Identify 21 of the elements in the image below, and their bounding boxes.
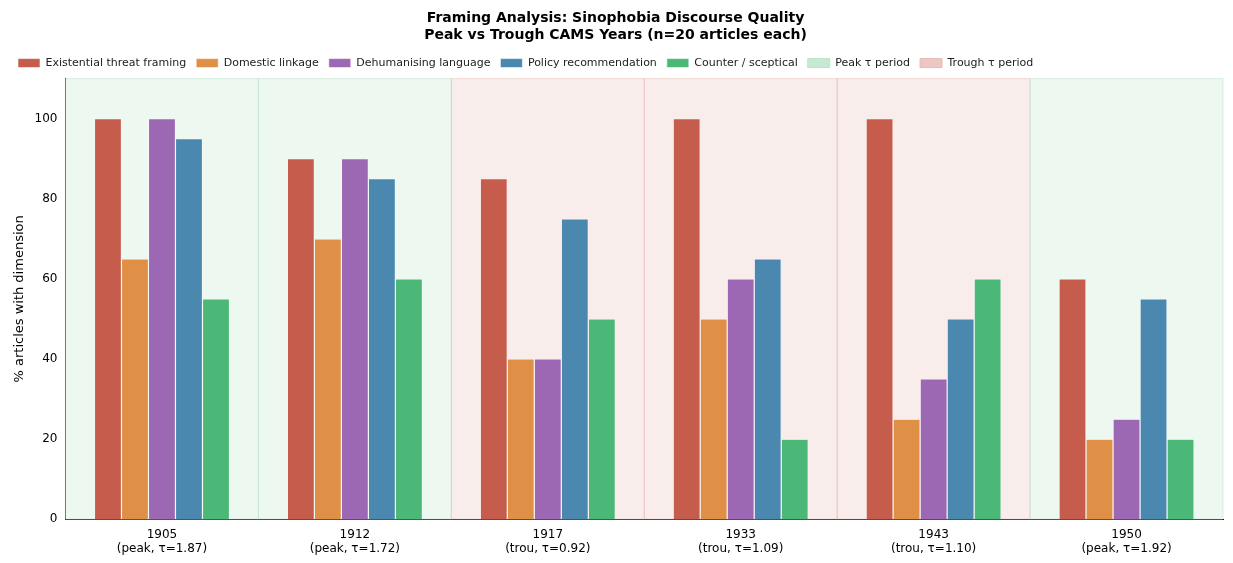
y-tick-label: 20 xyxy=(42,431,58,446)
y-tick-label: 0 xyxy=(49,511,58,526)
x-tick-label: 1933 (trou, τ=1.09) xyxy=(698,526,784,555)
legend-label: Policy recommendation xyxy=(527,55,657,69)
legend-label: Trough τ period xyxy=(946,55,1034,69)
x-tick-label: 1905 (peak, τ=1.87) xyxy=(116,526,208,555)
chart-title: Framing Analysis: Sinophobia Discourse Quality Peak vs Trough CAMS Years (n=20 articles each) xyxy=(424,9,807,42)
y-tick-label: 100 xyxy=(34,110,58,125)
x-tick-label: 1950 (peak, τ=1.92) xyxy=(1081,526,1172,555)
legend-label: Existential threat framing xyxy=(45,55,187,69)
y-tick-label: 60 xyxy=(42,271,58,285)
x-tick-label: 1917 (trou, τ=0.92) xyxy=(505,526,591,555)
legend-label: Peak τ period xyxy=(835,55,911,69)
legend-label: Dehumanising language xyxy=(356,55,491,69)
y-axis-title: % articles with dimension xyxy=(11,215,27,383)
legend-label: Domestic linkage xyxy=(223,55,320,69)
legend-label: Counter / sceptical xyxy=(694,55,798,69)
x-tick-label: 1912 (peak, τ=1.72) xyxy=(309,526,401,555)
y-tick-label: 80 xyxy=(42,190,58,205)
x-tick-label: 1943 (trou, τ=1.10) xyxy=(890,526,977,555)
y-tick-label: 40 xyxy=(42,351,58,366)
